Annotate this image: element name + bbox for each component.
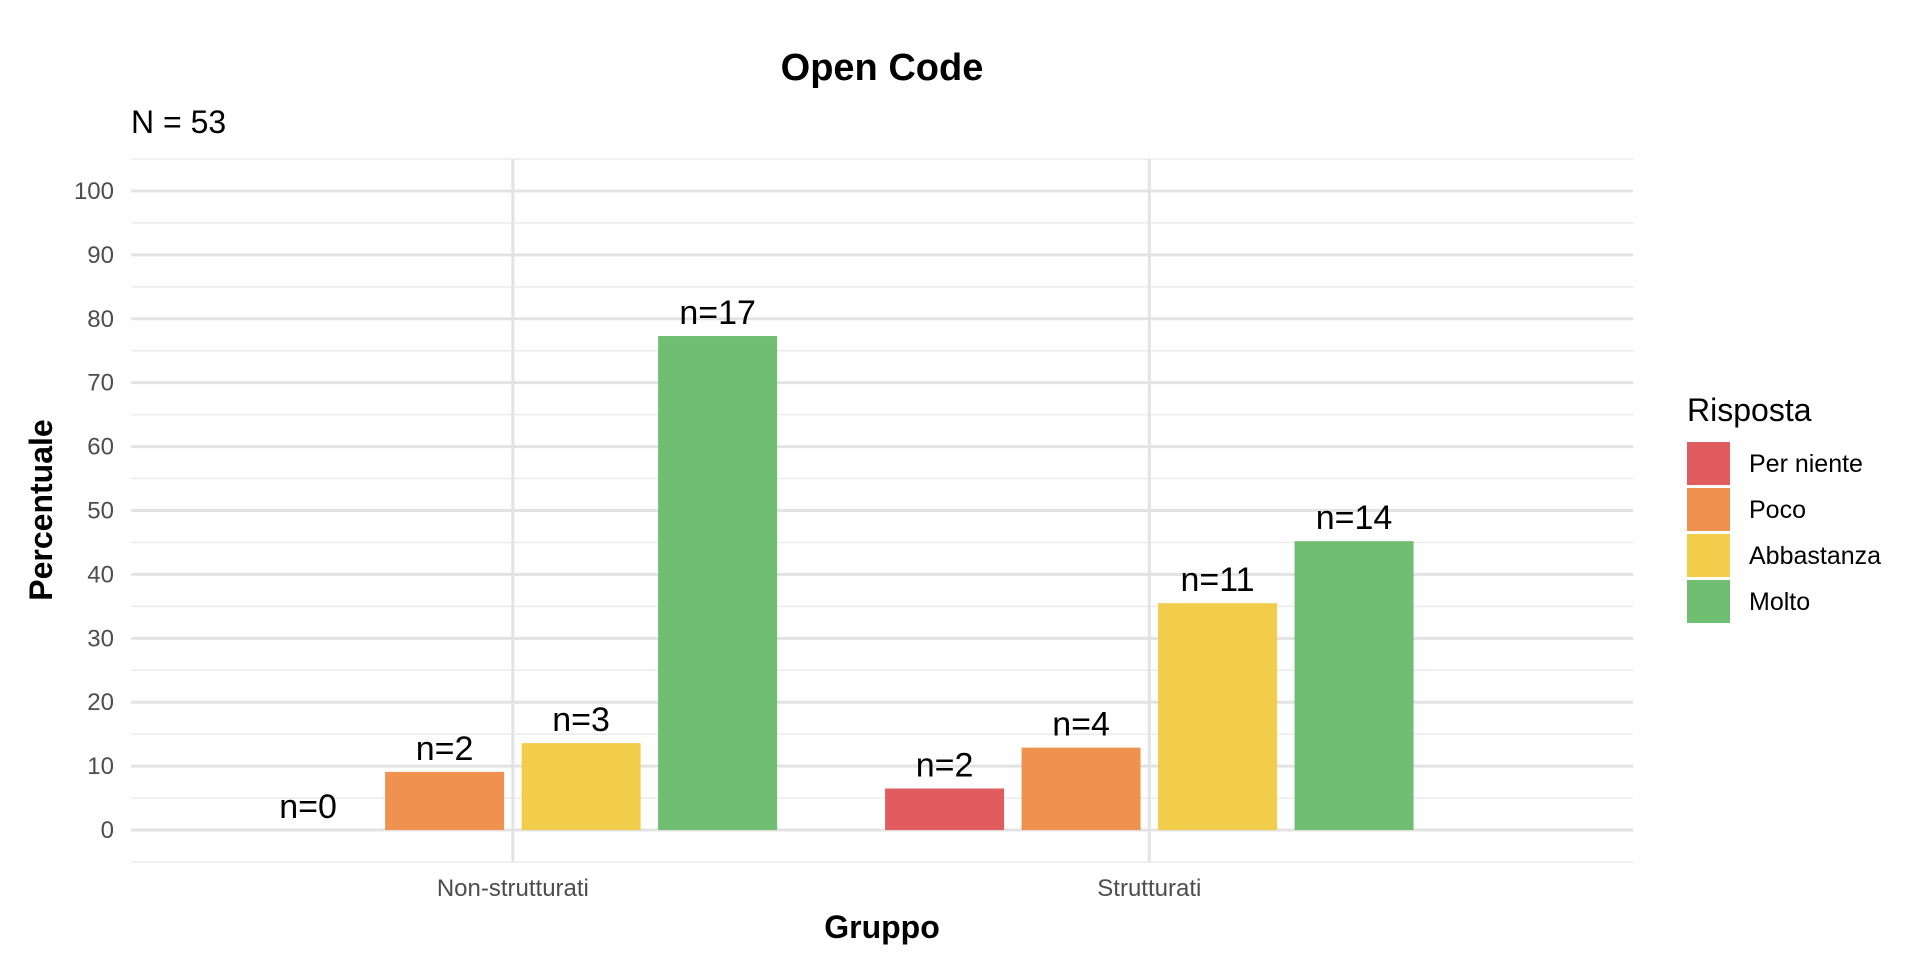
- legend-key: [1687, 442, 1730, 485]
- y-tick-label: 80: [87, 306, 114, 333]
- legend-label: Abbastanza: [1749, 542, 1881, 570]
- bar-data-label: n=17: [679, 294, 756, 332]
- bar-data-label: n=0: [279, 788, 337, 826]
- axes: 0 10 20 30 40 50 60 70 80 90 100 Non-strutturati Str…: [74, 178, 1201, 902]
- legend: Risposta Per niente Poco Abbastanza Molto: [1687, 392, 1881, 623]
- x-tick-label: Non-strutturati: [437, 875, 589, 902]
- x-axis-title: Gruppo: [824, 909, 940, 945]
- bar: [1021, 747, 1141, 831]
- legend-key: [1687, 534, 1730, 577]
- bars: [385, 336, 1414, 831]
- y-tick-label: 40: [87, 561, 114, 588]
- chart-subtitle: N = 53: [131, 104, 226, 140]
- y-axis-title: Percentuale: [23, 419, 59, 600]
- bar-data-label: n=14: [1316, 499, 1393, 537]
- y-tick-label: 50: [87, 498, 114, 525]
- bar: [658, 336, 778, 831]
- legend-label: Per niente: [1749, 450, 1863, 478]
- bar-data-label: n=11: [1181, 561, 1255, 599]
- bar: [385, 771, 505, 831]
- data-labels: n=0 n=2 n=2 n=4 n=3 n=11 n=17 n=14: [279, 294, 1392, 826]
- y-tick-label: 10: [87, 753, 114, 780]
- bar: [1294, 541, 1414, 831]
- legend-label: Poco: [1749, 496, 1806, 524]
- x-tick-label: Strutturati: [1097, 875, 1201, 902]
- y-tick-label: 30: [87, 625, 114, 652]
- bar: [1158, 603, 1278, 831]
- bar: [521, 743, 641, 831]
- legend-label: Molto: [1749, 588, 1810, 616]
- bar-data-label: n=2: [416, 730, 474, 768]
- y-tick-label: 0: [101, 817, 114, 844]
- bar-data-label: n=2: [916, 747, 974, 785]
- bar-data-label: n=3: [552, 701, 610, 739]
- bar: [885, 788, 1005, 831]
- bar-data-label: n=4: [1052, 706, 1110, 744]
- y-tick-label: 100: [74, 178, 114, 205]
- y-tick-label: 70: [87, 370, 114, 397]
- legend-title: Risposta: [1687, 392, 1812, 428]
- y-tick-label: 60: [87, 434, 114, 461]
- y-tick-label: 20: [87, 689, 114, 716]
- y-tick-label: 90: [87, 242, 114, 269]
- legend-key: [1687, 488, 1730, 531]
- chart-title: Open Code: [781, 47, 984, 89]
- legend-key: [1687, 580, 1730, 623]
